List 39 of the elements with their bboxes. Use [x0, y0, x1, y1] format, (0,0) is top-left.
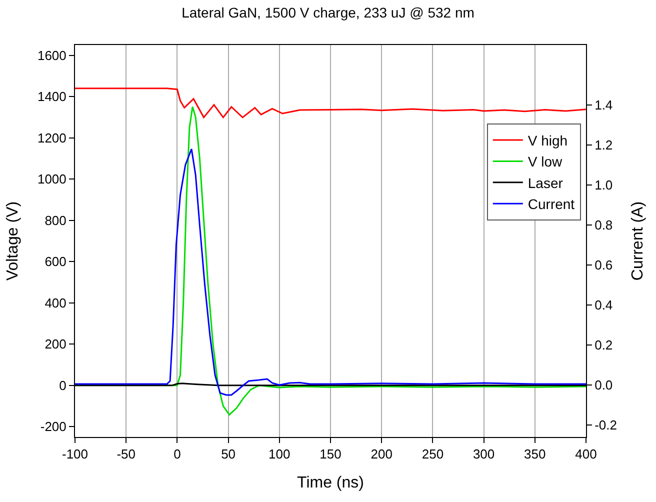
x-tick-label: 50 — [221, 446, 236, 462]
y-tick-label: 1000 — [37, 172, 66, 187]
x-tick-label: 350 — [524, 446, 546, 462]
x-tick-label: -100 — [62, 446, 88, 462]
y2-tick-label: 0.0 — [594, 378, 613, 393]
y2-tick-label: 0.8 — [594, 218, 613, 233]
y-tick-label: 0 — [59, 378, 66, 393]
x-tick-label: 200 — [370, 446, 392, 462]
x-tick-label: -50 — [116, 446, 136, 462]
x-axis-title: Time (ns) — [297, 474, 364, 492]
legend-label: Current — [528, 196, 575, 212]
y-tick-label: 400 — [44, 295, 66, 310]
x-tick-label: 100 — [268, 446, 290, 462]
y2-tick-label: 1.4 — [594, 98, 613, 113]
y2-tick-label: 0.4 — [594, 298, 613, 313]
legend-label: V high — [528, 132, 568, 148]
y-axis-title: Voltage (V) — [4, 201, 22, 281]
legend-label: Laser — [528, 174, 564, 191]
x-tick-label: 300 — [472, 446, 495, 462]
x-tick-label: 250 — [422, 446, 444, 462]
y-tick-label: 1400 — [37, 89, 66, 104]
x-tick-label: 150 — [320, 446, 342, 462]
y2-tick-label: 1.0 — [594, 178, 613, 193]
y2-axis-title: Current (A) — [630, 201, 647, 281]
y2-tick-label: 0.2 — [594, 338, 613, 353]
y-tick-label: 800 — [44, 212, 66, 228]
y2-tick-label: 0.6 — [594, 258, 613, 273]
y2-tick-label: 1.2 — [594, 138, 613, 153]
y-tick-label: 1600 — [37, 48, 66, 63]
legend-label: V low — [528, 154, 564, 170]
y-tick-label: -200 — [40, 419, 66, 434]
line-series — [75, 88, 586, 118]
y-tick-label: 1200 — [37, 130, 66, 146]
y2-tick-label: -0.2 — [594, 418, 618, 433]
y-tick-label: 600 — [44, 254, 66, 270]
x-tick-label: 400 — [575, 446, 597, 462]
chart-title: Lateral GaN, 1500 V charge, 233 uJ @ 532 nm — [182, 4, 474, 20]
x-tick-label: 0 — [174, 446, 181, 462]
y-tick-label: 200 — [44, 336, 66, 352]
